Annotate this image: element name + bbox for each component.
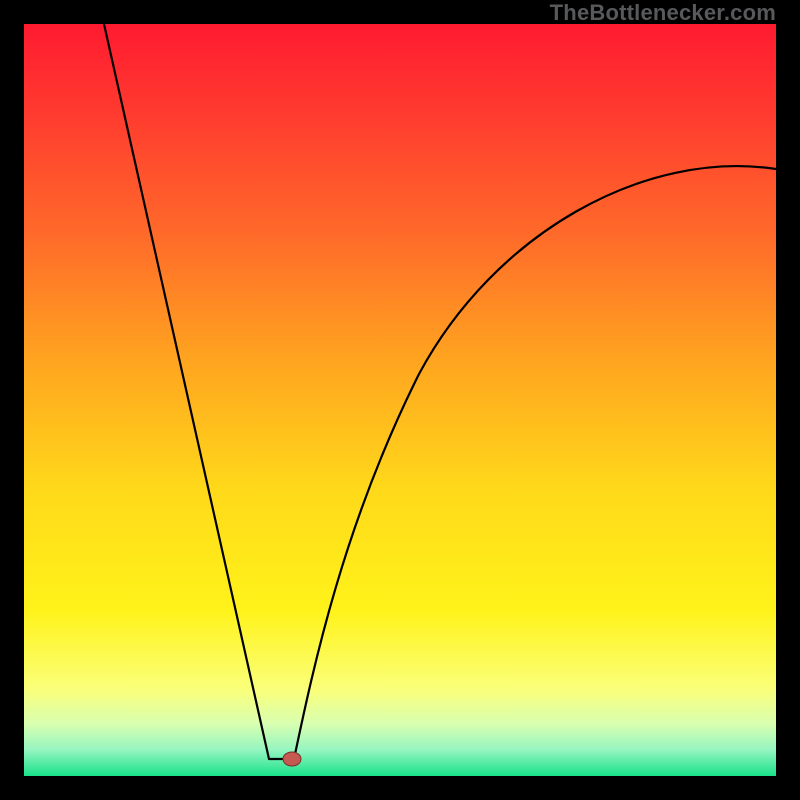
plot-area xyxy=(24,24,776,776)
chart-svg xyxy=(24,24,776,776)
watermark-text: TheBottlenecker.com xyxy=(550,0,776,26)
gradient-background xyxy=(24,24,776,776)
optimum-marker xyxy=(283,752,301,766)
chart-frame: TheBottlenecker.com xyxy=(0,0,800,800)
